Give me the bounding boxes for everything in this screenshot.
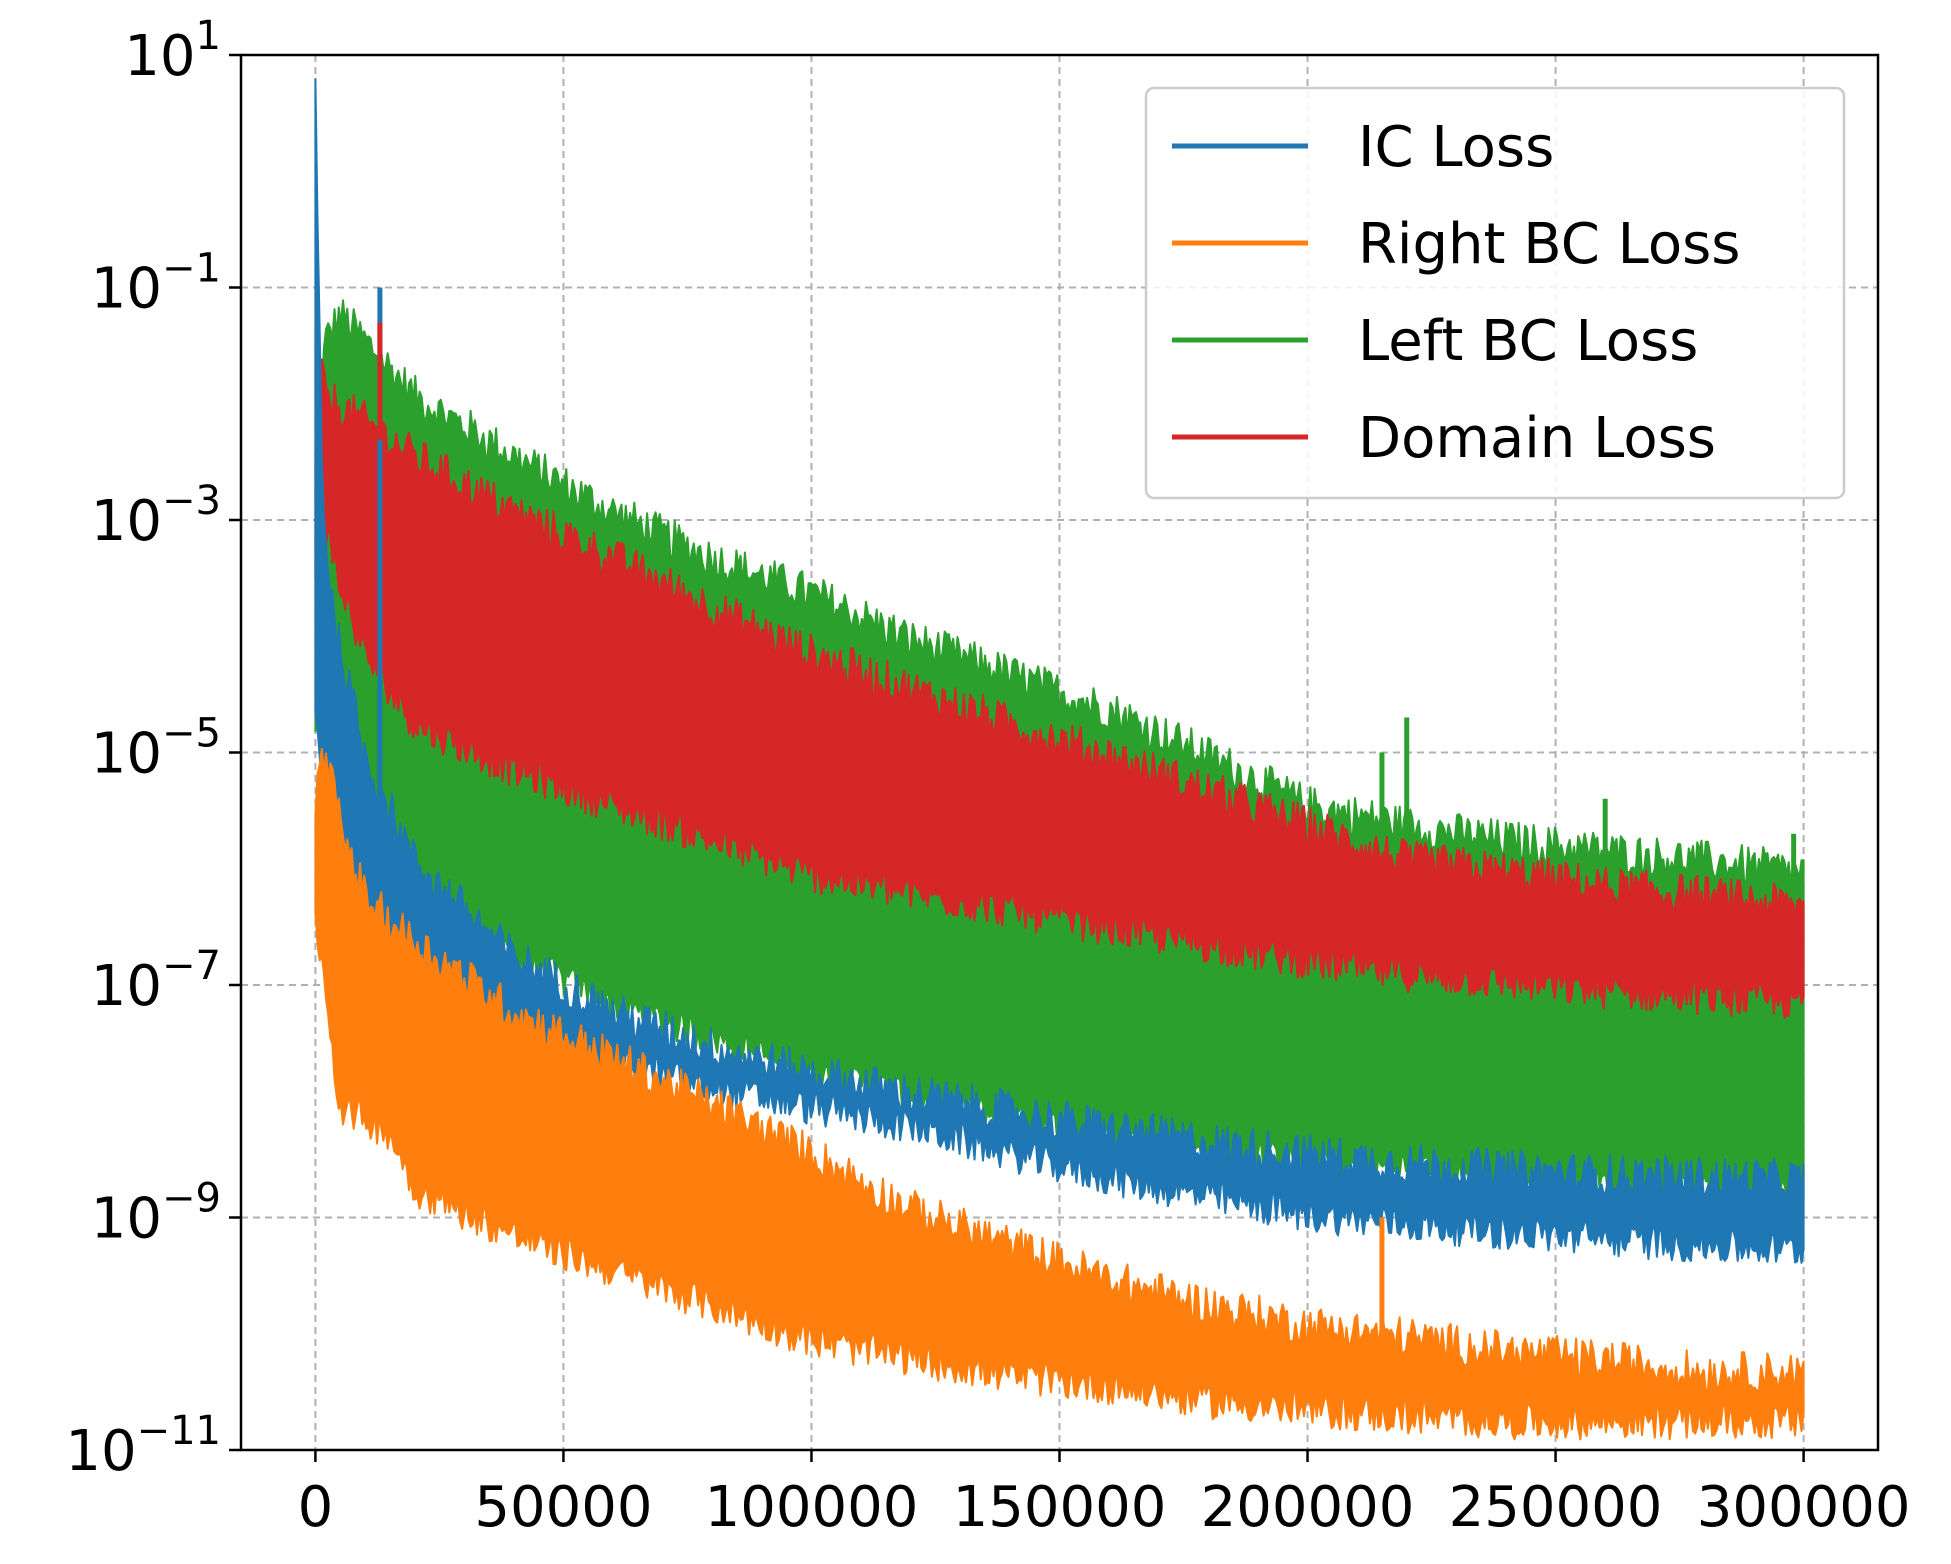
y-tick-label: 10−11 xyxy=(65,1408,221,1484)
y-tick-label: 10−1 xyxy=(91,246,221,322)
series-right-bc-loss xyxy=(314,748,1805,1441)
axes: 0 50000 100000 150000 200000 250000 300000 101 1… xyxy=(65,13,1910,1540)
legend-label: Domain Loss xyxy=(1358,406,1716,471)
series-domain-loss xyxy=(314,327,1805,1019)
legend: IC Loss Right BC Loss Left BC Loss Domain L… xyxy=(1144,86,1846,500)
x-tick-label: 300000 xyxy=(1697,1475,1911,1540)
y-tick-label: 10−7 xyxy=(91,943,221,1019)
legend-box xyxy=(1144,86,1846,500)
series-band xyxy=(314,327,1805,1019)
x-tick-label: 150000 xyxy=(953,1475,1167,1540)
x-tick-label: 0 xyxy=(298,1475,334,1540)
legend-label: Left BC Loss xyxy=(1358,309,1698,374)
y-tick-label: 10−9 xyxy=(91,1176,221,1252)
legend-label: IC Loss xyxy=(1358,115,1554,180)
y-tick-label: 10−3 xyxy=(91,478,221,554)
plot-area xyxy=(314,78,1805,1441)
x-tick-label: 250000 xyxy=(1449,1475,1663,1540)
series-ic-loss xyxy=(314,78,1805,1264)
x-tick-label: 200000 xyxy=(1201,1475,1415,1540)
series-band xyxy=(314,78,1805,1264)
legend-label: Right BC Loss xyxy=(1358,212,1740,277)
series-band xyxy=(314,748,1805,1441)
y-tick-label: 10−5 xyxy=(91,711,221,787)
x-tick-label: 50000 xyxy=(474,1475,652,1540)
x-tick-label: 100000 xyxy=(705,1475,919,1540)
y-tick-label: 101 xyxy=(124,13,221,89)
